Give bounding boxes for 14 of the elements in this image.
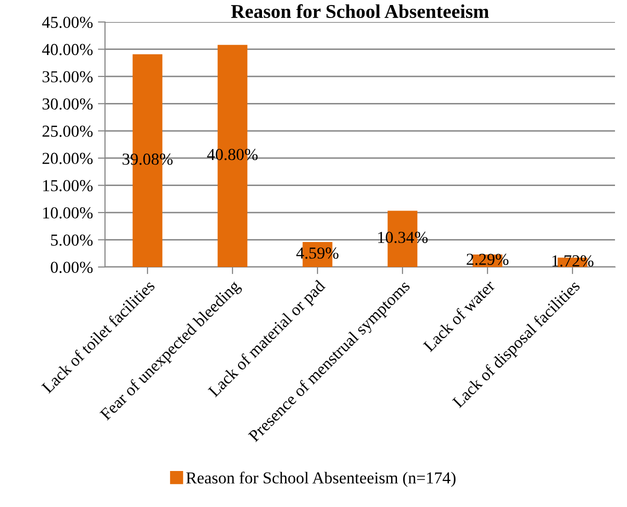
y-tick-label: 35.00% [42, 71, 93, 82]
y-tick-label: 10.00% [43, 207, 93, 219]
y-tick-label: 30.00% [42, 98, 93, 110]
y-tick-label: 20.00% [42, 152, 93, 164]
y-tick-label: 15.00% [43, 180, 93, 192]
data-label: 10.34% [378, 232, 428, 244]
y-tick-label: 25.00% [42, 126, 93, 137]
legend-label: Reason for School Absenteeism (n=174) [186, 472, 456, 487]
y-tick-label: 40.00% [42, 44, 93, 56]
data-label: 39.08% [122, 154, 173, 165]
y-tick-label: 5.00% [51, 234, 93, 246]
y-tick-label: 0.00% [50, 262, 93, 274]
chart-title: Reason for School Absenteeism [231, 4, 489, 18]
y-tick-label: 45.00% [42, 16, 93, 28]
